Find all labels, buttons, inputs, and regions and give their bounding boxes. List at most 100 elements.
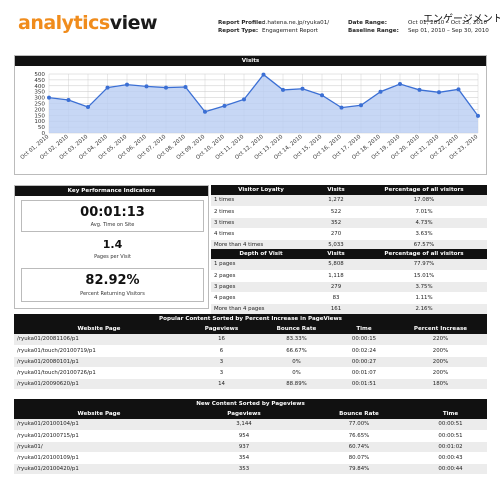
returning-visitors-label: Percent Returning Visitors — [80, 291, 145, 297]
y-tick-label: 500 — [34, 72, 45, 78]
table-cell: 3 — [184, 356, 259, 369]
table-cell: 2 times — [211, 206, 311, 218]
visits-data-point — [47, 95, 51, 100]
table-cell: 83 — [311, 292, 361, 305]
table-cell: 66.67% — [259, 345, 334, 357]
table-cell: 79.84% — [304, 463, 414, 476]
report-meta-values: d.hatena.ne.jp/ryuka01/ Engagement Repor… — [262, 19, 329, 35]
column-header: Percent Increase — [394, 324, 487, 334]
table-row: 2 times 522 7.01% — [211, 206, 487, 218]
visits-data-point — [437, 90, 441, 95]
date-range-label: Date Range: — [348, 20, 387, 26]
pages-per-visit-label: Pages per Visit — [94, 254, 131, 260]
y-tick-label: 150 — [34, 113, 45, 119]
baseline-range-value: Sep 01, 2010 – Sep 30, 2010 — [408, 28, 489, 34]
visits-data-point — [320, 93, 324, 98]
y-tick-label: 450 — [34, 78, 45, 84]
column-header: Pageviews — [184, 324, 259, 334]
table-cell: 6 — [184, 345, 259, 357]
visits-data-point — [417, 87, 422, 92]
table-cell: 4.73% — [361, 217, 487, 230]
visits-data-point — [105, 85, 110, 90]
returning-visitors-card: 82.92% Percent Returning Visitors — [21, 268, 204, 302]
table-cell: 180% — [394, 378, 487, 391]
visits-data-point — [456, 87, 461, 92]
table-cell: 00:00:43 — [414, 452, 487, 465]
column-header: Website Page — [14, 324, 184, 334]
column-header: Visits — [311, 185, 361, 195]
table-cell: 00:01:02 — [414, 441, 487, 454]
table-cell: 354 — [184, 452, 304, 465]
table-cell: 3 pages — [211, 281, 311, 294]
table-cell: 00:00:27 — [334, 356, 394, 369]
date-range-value: Oct 01, 2010 – Oct 23, 2010 — [408, 20, 488, 26]
popular-content-title: Popular Content Sorted by Percent Increa… — [14, 314, 487, 324]
table-row: /ryuka01/20100715/p1 954 76.65% 00:00:51 — [14, 430, 487, 442]
table-row: 1 times 1,272 17.08% — [211, 195, 487, 207]
table-cell: 16 — [184, 334, 259, 346]
table-cell: 3 times — [211, 217, 311, 230]
visits-data-point — [144, 84, 149, 89]
visits-data-point — [339, 105, 344, 110]
column-header: Visitor Loyalty — [211, 185, 311, 195]
table-cell: 200% — [394, 356, 487, 369]
table-cell: 522 — [311, 206, 361, 218]
table-cell: 4 times — [211, 228, 311, 241]
table-cell: 80.07% — [304, 452, 414, 465]
table-cell: /ryuka01/touch/20100726/p1 — [14, 367, 184, 380]
table-row: /ryuka01/20100420/p1 353 79.84% 00:00:44 — [14, 463, 487, 476]
column-header: Website Page — [14, 409, 184, 419]
visits-data-point — [125, 82, 129, 87]
table-cell: /ryuka01/ — [14, 441, 184, 454]
visitor-loyalty-table: Visitor Loyalty Visits Percentage of all… — [211, 185, 487, 252]
table-cell: 954 — [184, 430, 304, 442]
table-cell: 00:00:44 — [414, 463, 487, 476]
table-cell: /ryuka01/20100109/p1 — [14, 452, 184, 465]
table-row: 4 times 270 3.63% — [211, 228, 487, 241]
table-cell: 00:01:07 — [334, 367, 394, 380]
logo-part-analytics: analytics — [18, 12, 110, 34]
visits-data-point — [164, 85, 168, 90]
visits-data-point — [66, 97, 71, 102]
table-row: 2 pages 1,118 15.01% — [211, 270, 487, 282]
table-row: 3 times 352 4.73% — [211, 217, 487, 230]
visits-data-point — [476, 113, 480, 118]
table-row: /ryuka01/20100109/p1 354 80.07% 00:00:43 — [14, 452, 487, 465]
time-on-site-value: 00:01:13 — [80, 205, 145, 220]
table-cell: /ryuka01/20100420/p1 — [14, 463, 184, 476]
table-cell: /ryuka01/20080101/p1 — [14, 356, 184, 369]
table-cell: 7.01% — [361, 206, 487, 218]
table-cell: 83.33% — [259, 334, 334, 346]
table-cell: 200% — [394, 345, 487, 357]
table-cell: /ryuka01/touch/20100719/p1 — [14, 345, 184, 357]
table-cell: 1 times — [211, 195, 311, 207]
visits-chart-panel: Visits 0 50 100 150 200 250 300 350 400 450 500 Oct… — [14, 55, 487, 175]
y-tick-label: 200 — [34, 107, 45, 113]
y-tick-label: 350 — [34, 90, 45, 96]
table-row: /ryuka01/20081106/p1 16 83.33% 00:00:15 220% — [14, 334, 487, 346]
table-row: /ryuka01/20100104/p1 3,144 77.00% 00:00:51 — [14, 419, 487, 431]
kpi-panel: Key Performance Indicators 00:01:13 Avg.… — [14, 185, 209, 309]
visits-area — [49, 74, 478, 133]
table-cell: 3.63% — [361, 228, 487, 241]
table-cell: 0% — [259, 367, 334, 380]
column-header: Depth of Visit — [211, 249, 311, 259]
table-row: /ryuka01/touch/20100726/p1 3 0% 00:01:07 200… — [14, 367, 487, 380]
report-profile-label: Report Profile: — [218, 20, 265, 26]
table-cell: 1 pages — [211, 259, 311, 271]
table-cell: 4 pages — [211, 292, 311, 305]
table-cell: 1.11% — [361, 292, 487, 305]
table-cell: 1,118 — [311, 270, 361, 282]
report-type-label: Report Type: — [218, 28, 259, 34]
table-row: /ryuka01/20090620/p1 14 88.89% 00:01:51 180% — [14, 378, 487, 391]
table-cell: 5,808 — [311, 259, 361, 271]
table-cell: /ryuka01/20100104/p1 — [14, 419, 184, 431]
table-header-row: Website Page Pageviews Bounce Rate Time — [14, 409, 487, 419]
table-cell: 77.00% — [304, 419, 414, 431]
table-cell: /ryuka01/20081106/p1 — [14, 334, 184, 346]
column-header: Bounce Rate — [304, 409, 414, 419]
depth-of-visit-table: Depth of Visit Visits Percentage of all … — [211, 249, 487, 316]
column-header: Time — [334, 324, 394, 334]
table-cell: /ryuka01/20100715/p1 — [14, 430, 184, 442]
